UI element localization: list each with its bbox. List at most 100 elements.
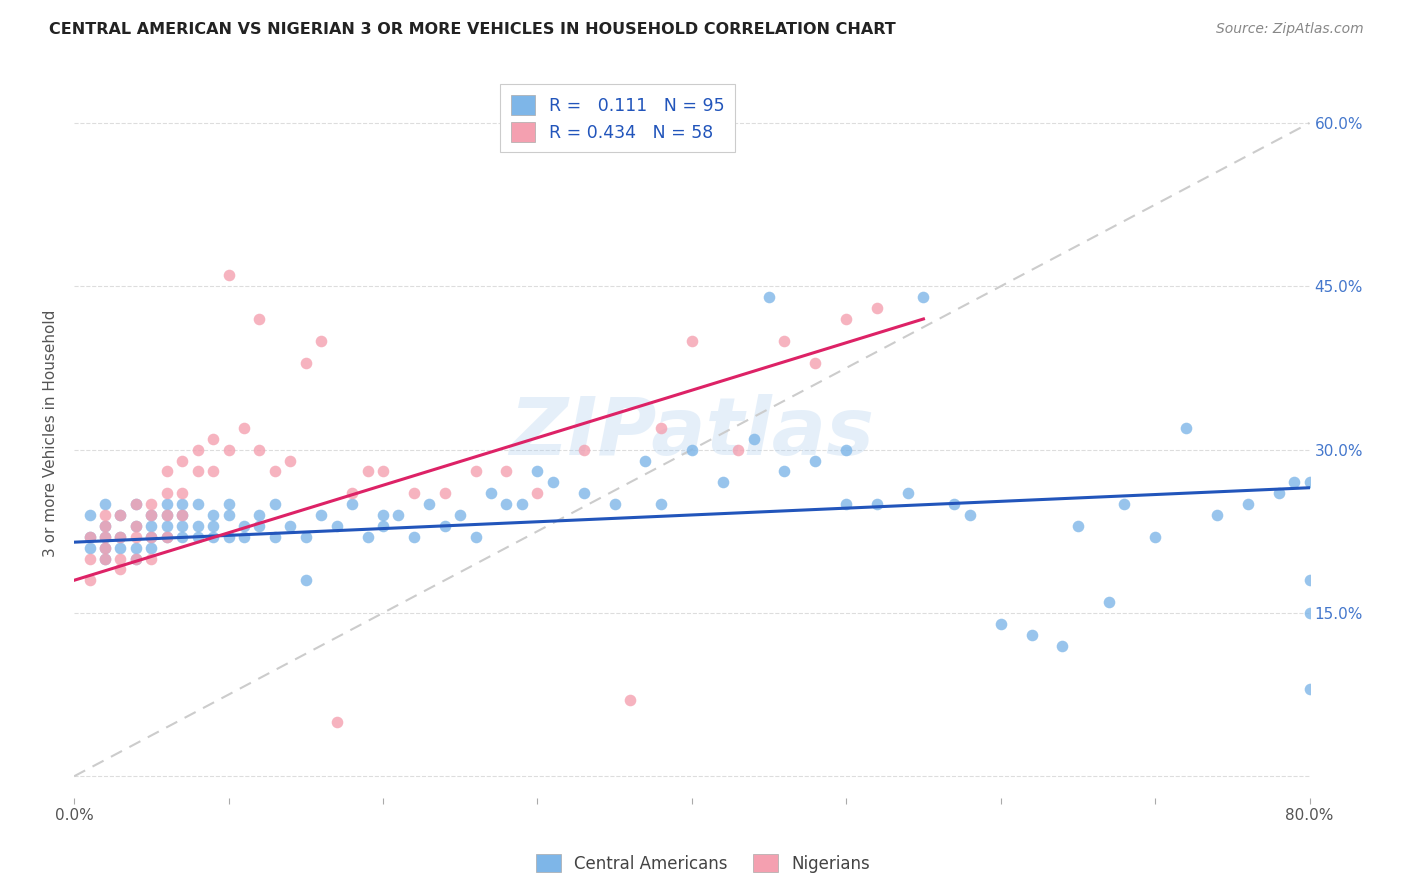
Point xyxy=(187,464,209,478)
Point xyxy=(572,442,595,457)
Point xyxy=(1236,497,1258,511)
Point xyxy=(218,530,240,544)
Point xyxy=(758,290,780,304)
Point xyxy=(479,486,502,500)
Point xyxy=(202,519,225,533)
Point xyxy=(1282,475,1305,490)
Point xyxy=(110,530,132,544)
Point xyxy=(94,519,117,533)
Point xyxy=(156,508,179,522)
Point xyxy=(187,519,209,533)
Point xyxy=(294,530,316,544)
Point xyxy=(156,519,179,533)
Point xyxy=(371,508,394,522)
Point xyxy=(156,464,179,478)
Point xyxy=(94,530,117,544)
Point xyxy=(1175,421,1198,435)
Point xyxy=(79,574,101,588)
Point xyxy=(650,497,672,511)
Point xyxy=(835,497,858,511)
Point xyxy=(387,508,409,522)
Point xyxy=(309,508,332,522)
Point xyxy=(141,497,163,511)
Point xyxy=(897,486,920,500)
Point xyxy=(1052,639,1074,653)
Point xyxy=(125,551,148,566)
Point xyxy=(1098,595,1121,609)
Point xyxy=(433,486,456,500)
Point xyxy=(156,486,179,500)
Text: CENTRAL AMERICAN VS NIGERIAN 3 OR MORE VEHICLES IN HOUSEHOLD CORRELATION CHART: CENTRAL AMERICAN VS NIGERIAN 3 OR MORE V… xyxy=(49,22,896,37)
Y-axis label: 3 or more Vehicles in Household: 3 or more Vehicles in Household xyxy=(44,310,58,557)
Point xyxy=(464,530,486,544)
Point xyxy=(141,508,163,522)
Point xyxy=(141,530,163,544)
Point xyxy=(247,508,270,522)
Point xyxy=(141,541,163,555)
Point xyxy=(773,334,796,348)
Point xyxy=(94,551,117,566)
Text: ZIPatlas: ZIPatlas xyxy=(509,394,875,472)
Point xyxy=(650,421,672,435)
Point xyxy=(125,497,148,511)
Point xyxy=(325,714,347,729)
Point xyxy=(340,486,363,500)
Point xyxy=(202,464,225,478)
Point xyxy=(94,497,117,511)
Point xyxy=(172,508,194,522)
Point xyxy=(263,497,285,511)
Point xyxy=(110,562,132,576)
Point xyxy=(125,519,148,533)
Point xyxy=(1298,475,1320,490)
Point xyxy=(510,497,533,511)
Point xyxy=(278,453,301,467)
Point xyxy=(125,551,148,566)
Point xyxy=(202,508,225,522)
Point xyxy=(247,312,270,326)
Point xyxy=(172,519,194,533)
Point xyxy=(110,530,132,544)
Point xyxy=(943,497,966,511)
Point xyxy=(110,508,132,522)
Point xyxy=(572,486,595,500)
Point xyxy=(294,574,316,588)
Point xyxy=(94,519,117,533)
Point xyxy=(172,453,194,467)
Point xyxy=(526,464,548,478)
Point xyxy=(110,541,132,555)
Legend: Central Americans, Nigerians: Central Americans, Nigerians xyxy=(530,847,876,880)
Point xyxy=(187,497,209,511)
Point xyxy=(1114,497,1136,511)
Point xyxy=(110,508,132,522)
Point xyxy=(804,355,827,369)
Point xyxy=(125,519,148,533)
Point xyxy=(1267,486,1289,500)
Point xyxy=(125,497,148,511)
Point xyxy=(94,541,117,555)
Point xyxy=(141,508,163,522)
Point xyxy=(1144,530,1167,544)
Point xyxy=(218,497,240,511)
Point xyxy=(681,334,703,348)
Point xyxy=(94,530,117,544)
Point xyxy=(325,519,347,533)
Point xyxy=(835,312,858,326)
Point xyxy=(125,541,148,555)
Point xyxy=(172,497,194,511)
Point xyxy=(371,519,394,533)
Point xyxy=(156,497,179,511)
Point xyxy=(172,486,194,500)
Point xyxy=(1021,628,1043,642)
Point xyxy=(233,421,256,435)
Point xyxy=(1298,606,1320,620)
Point xyxy=(603,497,626,511)
Point xyxy=(711,475,734,490)
Point xyxy=(141,519,163,533)
Point xyxy=(156,530,179,544)
Point xyxy=(990,616,1012,631)
Point xyxy=(263,464,285,478)
Point xyxy=(172,508,194,522)
Point xyxy=(79,541,101,555)
Point xyxy=(218,508,240,522)
Point xyxy=(356,530,378,544)
